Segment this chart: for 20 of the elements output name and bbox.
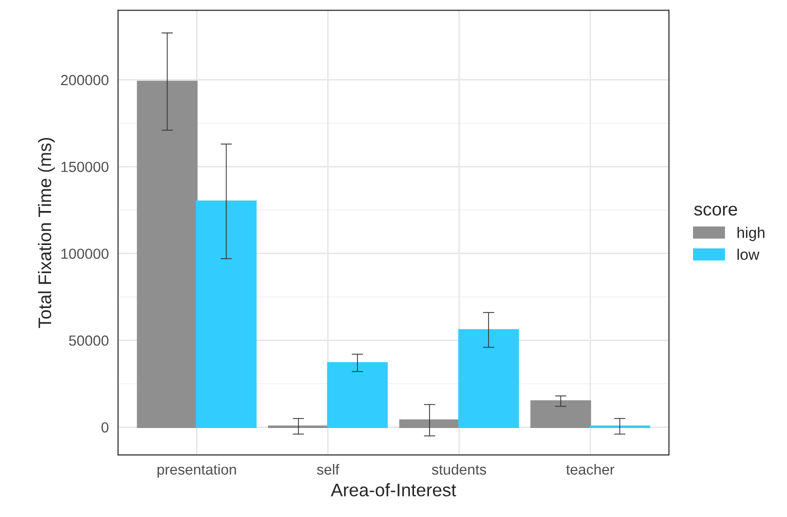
y-tick-label: 50000	[69, 335, 108, 346]
x-tick-label: teacher	[566, 464, 614, 475]
y-tick-label: 200000	[61, 74, 108, 86]
bar	[458, 329, 519, 428]
bar	[196, 200, 257, 428]
x-axis-title: Area-of-Interest	[330, 483, 456, 496]
y-tick-label: 0	[101, 422, 108, 433]
legend-label: high	[738, 226, 764, 242]
x-tick-label: presentation	[158, 464, 236, 478]
legend-label: low	[738, 248, 760, 260]
x-tick-label: students	[432, 464, 486, 475]
bar	[136, 80, 198, 428]
y-tick-label: 150000	[61, 162, 108, 172]
bar	[327, 362, 388, 428]
bar	[530, 400, 592, 428]
x-tick-label: self	[316, 464, 340, 475]
y-tick-label: 100000	[61, 248, 108, 259]
legend-title: score	[694, 206, 738, 216]
y-axis-title: Total Fixation Time (ms)	[38, 138, 55, 328]
bar	[399, 419, 460, 428]
